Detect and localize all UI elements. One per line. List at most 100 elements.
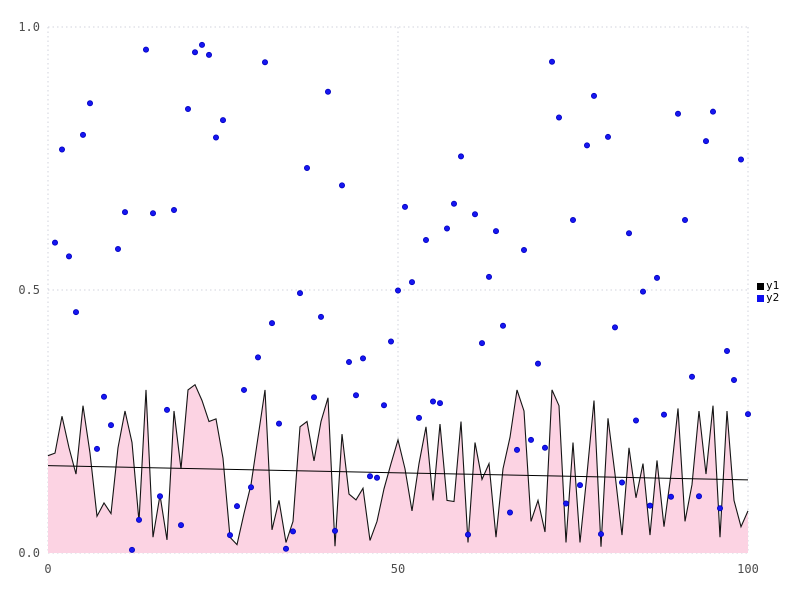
x-tick-label: 100 <box>737 562 759 576</box>
scatter-point-y2 <box>380 402 387 409</box>
scatter-point-y2 <box>240 386 247 393</box>
scatter-point-y2 <box>359 355 366 362</box>
scatter-point-y2 <box>415 414 422 421</box>
scatter-point-y2 <box>184 106 191 113</box>
scatter-point-y2 <box>436 400 443 407</box>
scatter-point-y2 <box>429 398 436 405</box>
scatter-point-y2 <box>59 146 66 153</box>
scatter-point-y2 <box>689 373 696 380</box>
scatter-point-y2 <box>492 228 499 235</box>
scatter-point-y2 <box>128 546 135 553</box>
scatter-point-y2 <box>661 411 668 418</box>
scatter-point-y2 <box>521 247 528 254</box>
scatter-point-y2 <box>703 138 710 145</box>
scatter-point-y2 <box>577 482 584 489</box>
scatter-point-y2 <box>464 531 471 538</box>
scatter-point-y2 <box>499 322 506 329</box>
scatter-point-y2 <box>115 245 122 252</box>
scatter-point-y2 <box>401 203 408 210</box>
scatter-point-y2 <box>338 182 345 189</box>
scatter-point-y2 <box>191 49 198 56</box>
legend-swatch-y2 <box>757 294 764 302</box>
scatter-point-y2 <box>612 324 619 331</box>
scatter-point-y2 <box>261 59 268 66</box>
scatter-point-y2 <box>80 131 87 138</box>
y-tick-label: 0.0 <box>18 546 40 560</box>
trend-line <box>47 465 749 481</box>
scatter-point-y2 <box>394 287 401 294</box>
scatter-point-y2 <box>696 493 703 500</box>
scatter-point-y2 <box>535 360 542 367</box>
scatter-point-y2 <box>654 274 661 281</box>
scatter-point-y2 <box>506 509 513 516</box>
scatter-point-y2 <box>198 41 205 48</box>
scatter-point-y2 <box>142 46 149 53</box>
scatter-point-y2 <box>443 225 450 232</box>
scatter-point-y2 <box>542 444 549 451</box>
scatter-point-y2 <box>219 117 226 124</box>
y-tick-label: 0.5 <box>18 283 40 297</box>
scatter-point-y2 <box>647 502 654 509</box>
scatter-point-y2 <box>268 320 275 327</box>
scatter-point-y2 <box>108 422 115 429</box>
scatter-point-y2 <box>247 484 254 491</box>
scatter-point-y2 <box>668 493 675 500</box>
scatter-point-y2 <box>675 110 682 117</box>
scatter-point-y2 <box>87 100 94 107</box>
area-series-fill-y1 <box>48 384 748 553</box>
y-tick-label: 1.0 <box>18 20 40 34</box>
scatter-point-y2 <box>717 505 724 512</box>
legend: y1 y2 <box>757 280 779 304</box>
scatter-point-y2 <box>570 217 577 224</box>
scatter-point-y2 <box>345 359 352 366</box>
scatter-point-y2 <box>422 237 429 244</box>
scatter-point-y2 <box>212 134 219 141</box>
scatter-point-y2 <box>366 473 373 480</box>
scatter-point-y2 <box>450 200 457 207</box>
scatter-point-y2 <box>317 313 324 320</box>
scatter-point-y2 <box>310 394 317 401</box>
scatter-point-y2 <box>724 348 731 355</box>
scatter-point-y2 <box>682 217 689 224</box>
scatter-point-y2 <box>73 309 80 316</box>
scatter-point-y2 <box>101 393 108 400</box>
scatter-point-y2 <box>205 51 212 58</box>
scatter-point-y2 <box>514 446 521 453</box>
scatter-point-y2 <box>640 288 647 295</box>
scatter-point-y2 <box>149 210 156 217</box>
legend-label-y2: y2 <box>766 291 780 304</box>
scatter-point-y2 <box>177 522 184 529</box>
scatter-point-y2 <box>122 209 129 216</box>
scatter-point-y2 <box>135 516 142 523</box>
scatter-point-y2 <box>296 290 303 297</box>
scatter-point-y2 <box>731 376 738 383</box>
scatter-point-y2 <box>710 108 717 115</box>
scatter-point-y2 <box>605 133 612 140</box>
scatter-point-y2 <box>556 114 563 121</box>
scatter-point-y2 <box>303 164 310 171</box>
scatter-point-y2 <box>282 545 289 552</box>
scatter-point-y2 <box>738 156 745 163</box>
scatter-point-y2 <box>387 338 394 345</box>
scatter-point-y2 <box>478 340 485 347</box>
scatter-point-y2 <box>94 445 101 452</box>
scatter-point-y2 <box>66 253 73 260</box>
scatter-point-y2 <box>528 436 535 443</box>
x-tick-label: 50 <box>391 562 405 576</box>
scatter-point-y2 <box>626 230 633 237</box>
scatter-point-y2 <box>275 420 282 427</box>
legend-item-y1: y1 <box>757 280 779 292</box>
scatter-point-y2 <box>563 500 570 507</box>
scatter-point-y2 <box>52 239 59 246</box>
scatter-point-y2 <box>745 411 752 418</box>
scatter-point-y2 <box>633 417 640 424</box>
scatter-point-y2 <box>170 207 177 214</box>
scatter-point-y2 <box>591 92 598 99</box>
x-tick-label: 0 <box>44 562 51 576</box>
scatter-point-y2 <box>471 211 478 218</box>
scatter-point-y2 <box>373 474 380 481</box>
scatter-point-y2 <box>289 528 296 535</box>
area-series-line-y1 <box>47 383 749 547</box>
scatter-point-y2 <box>457 153 464 160</box>
